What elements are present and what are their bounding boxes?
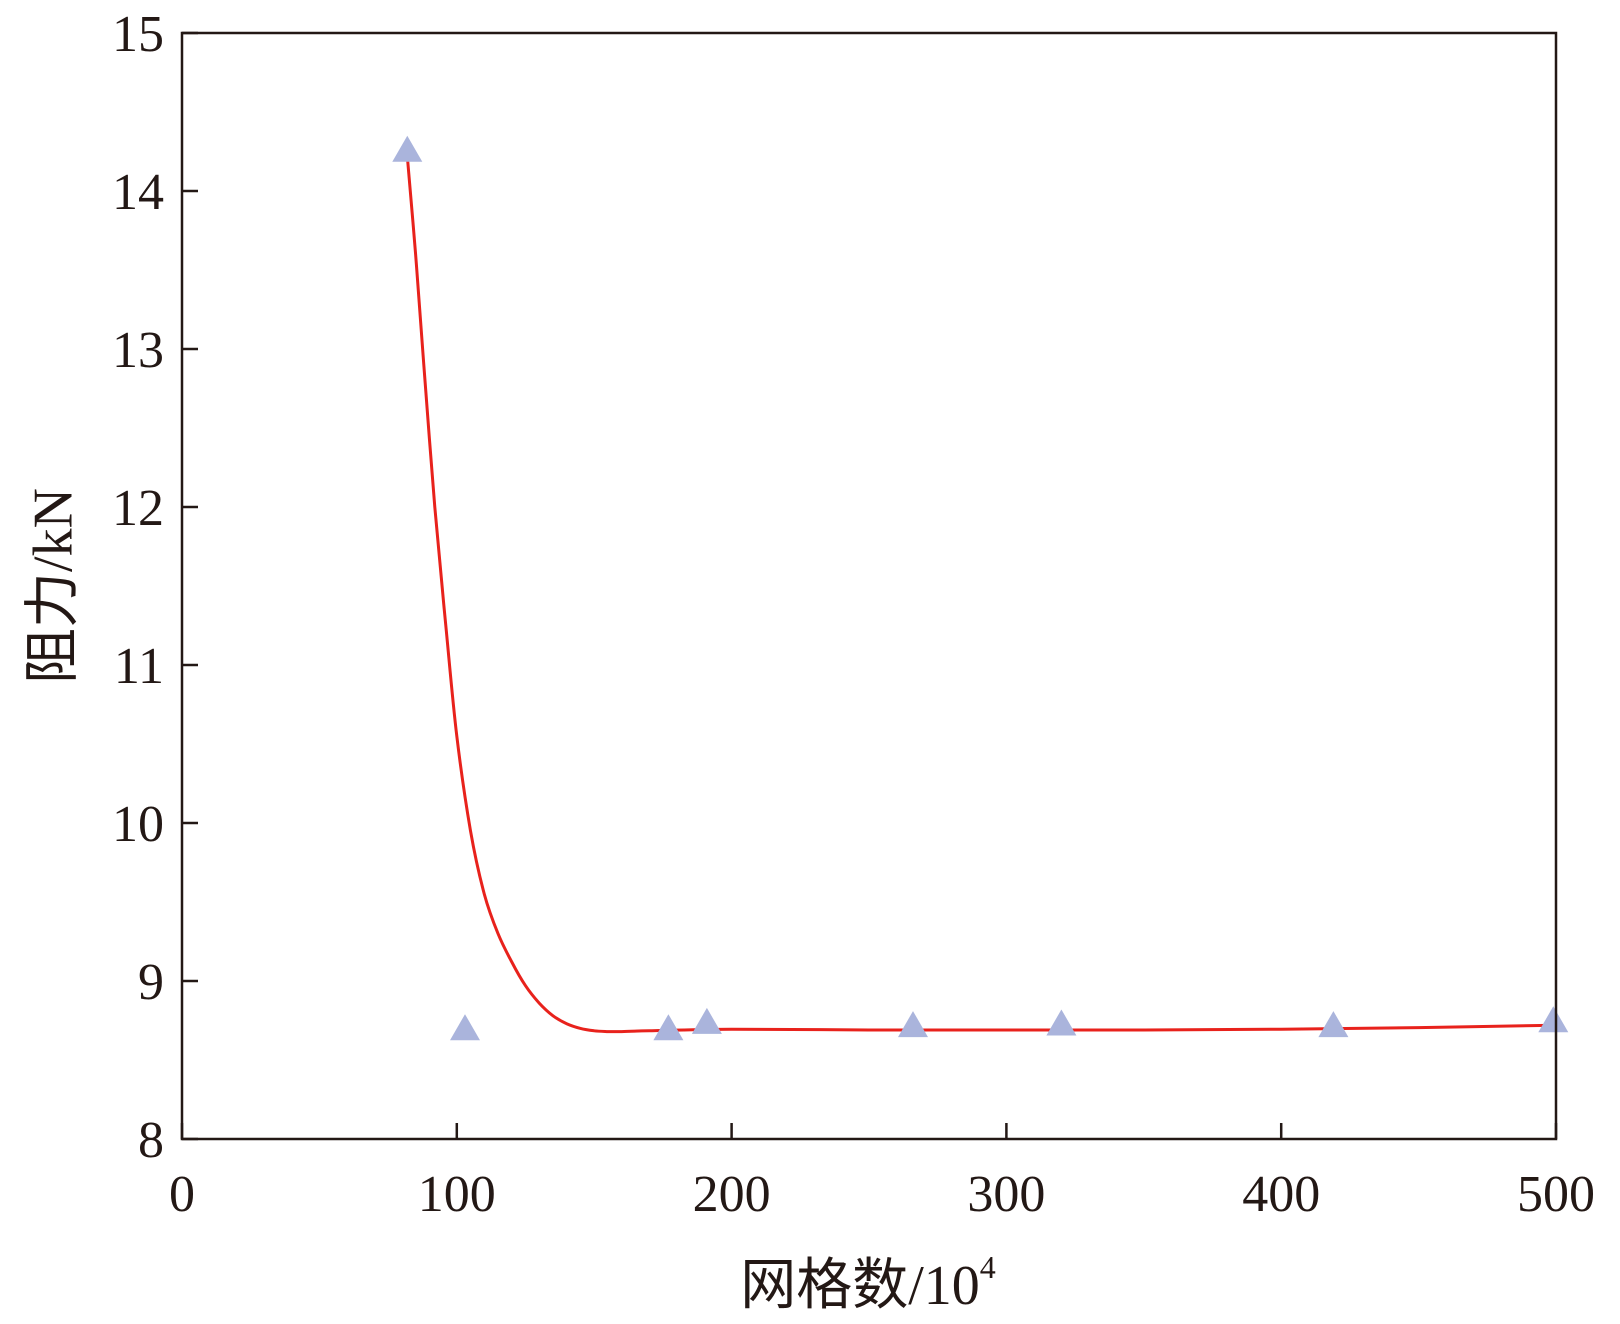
x-tick-label: 300	[967, 1166, 1045, 1223]
data-point-triangle	[1538, 1006, 1569, 1033]
y-tick-label: 12	[112, 480, 164, 537]
y-tick-label: 13	[112, 322, 164, 379]
x-axis-title-superscript: 4	[980, 1249, 996, 1285]
data-point-triangle	[691, 1007, 722, 1034]
x-tick-label: 500	[1517, 1166, 1595, 1223]
y-axis-title: 阻力/kN	[23, 488, 85, 684]
x-tick-label: 100	[418, 1166, 496, 1223]
x-axis-title-base: 网格数/10	[740, 1255, 980, 1317]
data-point-triangle	[653, 1014, 684, 1041]
y-tick-label: 9	[138, 954, 164, 1011]
data-markers	[392, 135, 1569, 1041]
x-tick-label: 200	[693, 1166, 771, 1223]
data-point-triangle	[898, 1011, 928, 1038]
y-tick-label: 11	[114, 638, 164, 695]
x-tick-label: 400	[1242, 1166, 1320, 1223]
x-axis-title: 网格数/104	[740, 1249, 996, 1317]
data-point-triangle	[1318, 1011, 1349, 1038]
y-axis-ticks: 8 9 10 11 12 13 14 15	[112, 6, 198, 1169]
data-point-triangle	[450, 1014, 480, 1041]
x-axis-ticks: 0 100 200 300 400 500	[169, 1123, 1595, 1223]
y-tick-label: 8	[138, 1112, 164, 1169]
y-tick-label: 14	[112, 164, 164, 221]
y-tick-label: 10	[112, 796, 164, 853]
y-tick-label: 15	[112, 6, 164, 63]
x-tick-label: 0	[169, 1166, 195, 1223]
data-point-triangle	[1046, 1009, 1077, 1036]
plot-frame	[180, 31, 1558, 1141]
data-point-triangle	[392, 135, 423, 162]
fit-curve-line	[405, 156, 1557, 1034]
